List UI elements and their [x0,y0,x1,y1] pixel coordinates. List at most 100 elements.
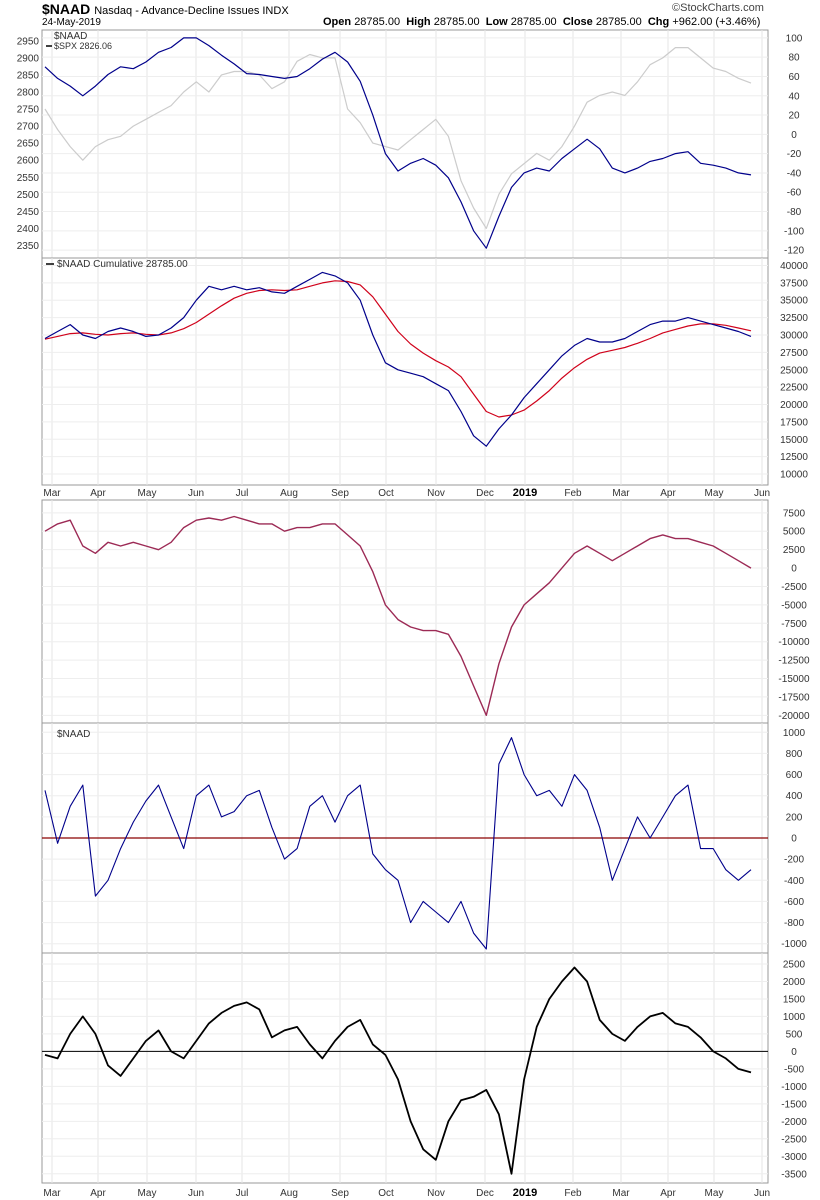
x-axis-month-label: Oct [378,1188,394,1199]
cumulative-right-tick-label: 32500 [780,313,808,324]
x-axis-month-label: Aug [280,1188,298,1199]
price-right-tick-label: 40 [788,91,800,102]
cumulative-series-line [44,271,752,447]
price-left-tick-label: 2900 [17,53,40,64]
oscillator3-right-tick-label: 2500 [783,959,806,970]
cumulative-right-tick-label: 30000 [780,331,808,342]
low-value: 28785.00 [510,16,557,28]
x-axis-month-label: Sep [331,1188,349,1199]
cumulative-right-tick-label: 15000 [780,435,808,446]
oscillator2-right-tick-label: -400 [784,876,804,887]
oscillator1-right-tick-label: -2500 [781,582,807,593]
x-axis-month-label: May [138,488,157,499]
price-left-tick-label: 2400 [17,224,40,235]
oscillator1-right-tick-label: -10000 [778,637,810,648]
price-left-tick-label: 2750 [17,105,40,116]
price-right-tick-label: -60 [787,188,802,199]
x-axis-month-label: Jul [236,488,249,499]
x-axis-month-label: Jun [188,488,204,499]
x-axis-month-label: Jun [754,488,770,499]
price-left-tick-label: 2950 [17,36,40,47]
cumulative-right-tick-label: 37500 [780,278,808,289]
x-axis-month-label: Mar [612,1188,630,1199]
oscillator1-right-tick-label: -20000 [778,711,810,722]
chg-value: +962.00 (+3.46%) [672,16,761,28]
x-axis-month-label: Nov [427,1188,445,1199]
x-axis-month-label: Apr [660,488,676,499]
x-axis-month-label: Feb [564,488,582,499]
oscillator2-legend: $NAAD [57,729,90,740]
price-left-tick-label: 2800 [17,87,40,98]
price-right-tick-label: -40 [787,168,802,179]
x-axis-month-label: Apr [90,1188,106,1199]
cumulative-ma-line [44,280,752,418]
cumulative-right-tick-label: 27500 [780,348,808,359]
oscillator2-right-tick-label: 600 [786,770,803,781]
oscillator2-right-tick-label: 400 [786,791,803,802]
oscillator2-line [44,737,752,950]
oscillator3-right-tick-label: -1500 [781,1099,807,1110]
oscillator1-right-tick-label: 7500 [783,508,806,519]
oscillator3-right-tick-label: 1000 [783,1012,806,1023]
oscillator3-line [44,966,752,1175]
x-axis-month-label: May [705,488,724,499]
cumulative-right-tick-label: 17500 [780,417,808,428]
x-axis-month-label: Oct [378,488,394,499]
price-right-tick-label: -100 [784,226,804,237]
cumulative-right-tick-label: 35000 [780,296,808,307]
price-right-tick-label: 0 [791,130,797,141]
x-axis-month-label: Mar [43,1188,61,1199]
oscillator1-right-tick-label: -15000 [778,674,810,685]
cumulative-right-tick-label: 25000 [780,365,808,376]
x-axis-month-label: Apr [90,488,106,499]
oscillator2-right-tick-label: -800 [784,918,804,929]
price-right-tick-label: 20 [788,111,800,122]
cumulative-legend: $NAAD Cumulative 28785.00 [57,259,188,270]
close-label: Close [562,16,593,28]
open-label: Open [323,16,352,28]
x-axis-month-label: Apr [660,1188,676,1199]
oscillator3-right-tick-label: 500 [786,1029,803,1040]
x-axis-month-label: Nov [427,488,445,499]
price-right-tick-label: -20 [787,149,802,160]
stockcharts-logo: ©StockCharts.com [672,2,764,14]
price-left-tick-label: 2600 [17,156,40,167]
x-axis-month-label: Dec [476,1188,494,1199]
oscillator3-right-tick-label: -2500 [781,1134,807,1145]
oscillator3-right-tick-label: -3000 [781,1152,807,1163]
oscillator2-right-tick-label: -600 [784,897,804,908]
oscillator3-right-tick-label: -500 [784,1064,804,1075]
oscillator2-right-tick-label: 0 [791,834,797,845]
cumulative-right-tick-label: 20000 [780,400,808,411]
chart-date: 24-May-2019 [42,17,101,28]
cumulative-right-tick-label: 40000 [780,261,808,272]
price-legend-spx: $SPX 2826.06 [54,41,112,51]
price-right-tick-label: -120 [784,246,804,257]
oscillator1-right-tick-label: 5000 [783,527,806,538]
open-value: 28785.00 [354,16,401,28]
x-axis-month-label: Mar [43,488,61,499]
price-right-tick-label: 100 [786,33,803,44]
oscillator3-right-tick-label: 0 [791,1047,797,1058]
naad-series-line [44,37,752,249]
oscillator1-line [44,515,752,716]
ohlc-readout: Open 28785.00 High 28785.00 Low 28785.00… [323,16,760,28]
oscillator2-right-tick-label: -200 [784,855,804,866]
x-axis-month-label: Mar [612,488,630,499]
price-left-tick-label: 2500 [17,190,40,201]
x-axis-month-label: Feb [564,1188,582,1199]
oscillator1-right-tick-label: -12500 [778,656,810,667]
symbol-label: $NAAD [42,1,91,17]
price-legend-naad: $NAAD [54,31,87,42]
panel-frame-3 [41,499,769,724]
price-left-tick-label: 2850 [17,70,40,81]
x-axis-month-label: Aug [280,488,298,499]
price-left-tick-label: 2700 [17,122,40,133]
x-axis-month-label: Jul [236,1188,249,1199]
panel-frame-5 [41,952,769,1184]
oscillator1-right-tick-label: -5000 [781,600,807,611]
oscillator3-right-tick-label: -1000 [781,1082,807,1093]
price-left-tick-label: 2550 [17,173,40,184]
x-axis-month-label: May [138,1188,157,1199]
